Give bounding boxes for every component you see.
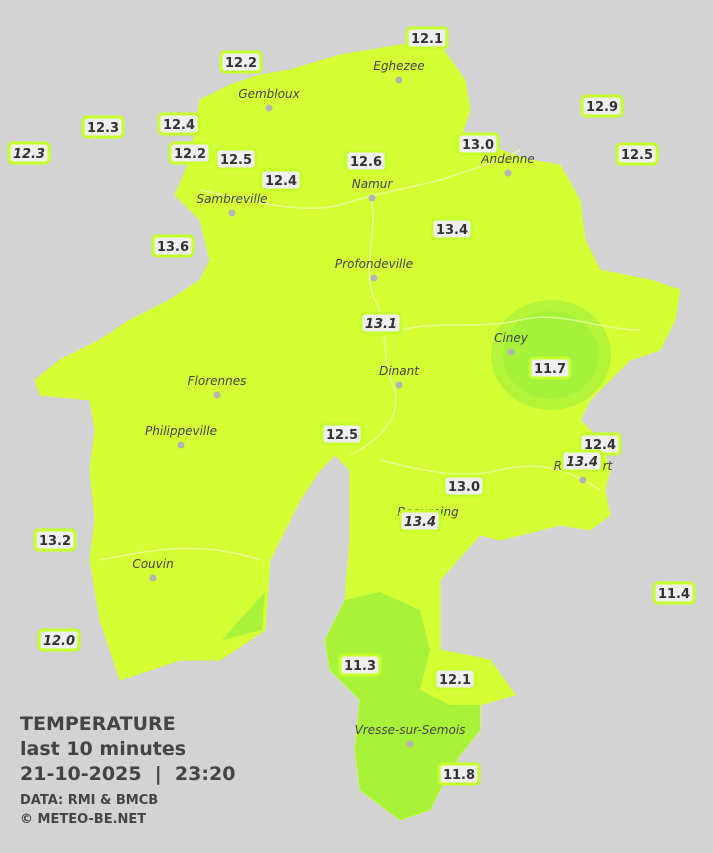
info-datetime: 21-10-2025 | 23:20 xyxy=(20,763,235,785)
station-box xyxy=(259,168,303,192)
station-temp: 11.4 xyxy=(658,587,690,602)
info-title: TEMPERATURE xyxy=(20,713,176,735)
station-temp: 12.1 xyxy=(411,32,443,47)
station-box xyxy=(398,509,442,533)
info-copyright: © METEO-BE.NET xyxy=(20,812,146,827)
city-name: Profondeville xyxy=(335,257,413,271)
city-dot xyxy=(213,391,221,399)
city-dot xyxy=(579,476,587,484)
station-temp: 13.6 xyxy=(157,240,189,255)
city-name: Eghezee xyxy=(373,59,424,73)
station-temp: 11.7 xyxy=(534,362,566,377)
station-temp: 12.5 xyxy=(220,153,252,168)
city-dot xyxy=(395,76,403,84)
city-dot xyxy=(149,574,157,582)
station-box xyxy=(214,147,258,171)
city-name: Dinant xyxy=(379,364,420,378)
station-box xyxy=(456,132,500,156)
city-dot xyxy=(368,194,376,202)
station-box xyxy=(359,311,403,335)
station-box xyxy=(652,581,696,605)
station-box xyxy=(344,149,388,173)
station-box xyxy=(219,50,263,74)
city-dot xyxy=(177,441,185,449)
station-temp: 12.3 xyxy=(13,147,45,162)
station-box xyxy=(560,449,604,473)
city-dot xyxy=(370,274,378,282)
station-temp: 12.4 xyxy=(265,174,297,189)
city-name: Namur xyxy=(352,177,394,191)
city-name: Ciney xyxy=(494,331,529,345)
station-box xyxy=(615,142,659,166)
station-temp: 13.0 xyxy=(448,480,480,495)
station-temp: 12.1 xyxy=(439,673,471,688)
city-dot xyxy=(504,169,512,177)
station-box xyxy=(338,653,382,677)
city-name: Philippeville xyxy=(145,424,217,438)
station-temp: 11.3 xyxy=(344,659,376,674)
station-box xyxy=(81,115,125,139)
station-temp: 13.4 xyxy=(436,223,468,238)
city-name: Vresse-sur-Semois xyxy=(355,723,466,737)
station-box xyxy=(430,217,474,241)
station-box xyxy=(442,474,486,498)
station-temp: 12.2 xyxy=(174,147,206,162)
city-dot xyxy=(406,740,414,748)
station-temp: 12.6 xyxy=(350,155,382,170)
city-name: Gembloux xyxy=(238,87,300,101)
station-temp: 12.3 xyxy=(87,121,119,136)
station-box xyxy=(157,112,201,136)
station-temp: 12.5 xyxy=(326,428,358,443)
station-box xyxy=(37,628,81,652)
station-temp: 13.4 xyxy=(404,515,436,530)
info-source: DATA: RMI & BMCB xyxy=(20,793,158,808)
city-dot xyxy=(228,209,236,217)
station-box xyxy=(320,422,364,446)
station-temp: 13.1 xyxy=(365,317,397,332)
city-name: Florennes xyxy=(188,374,247,388)
city-dot xyxy=(265,104,273,112)
station-temp: 12.4 xyxy=(584,438,616,453)
station-temp: 12.9 xyxy=(586,100,618,115)
station-temp: 12.2 xyxy=(225,56,257,71)
station-temp: 11.8 xyxy=(443,768,475,783)
info-period: last 10 minutes xyxy=(20,738,186,760)
station-temp: 13.4 xyxy=(566,455,598,470)
station-temp: 12.0 xyxy=(43,634,75,649)
city-dot xyxy=(507,348,515,356)
station-temp: 13.2 xyxy=(39,534,71,549)
warm-zone xyxy=(503,311,599,399)
station-box xyxy=(7,141,51,165)
station-box xyxy=(528,356,572,380)
station-box xyxy=(405,26,449,50)
city-dot xyxy=(395,381,403,389)
station-box xyxy=(433,667,477,691)
city-name: Sambreville xyxy=(196,192,267,206)
station-box xyxy=(151,234,195,258)
city-name: Couvin xyxy=(132,557,173,571)
station-temp: 12.4 xyxy=(163,118,195,133)
station-box xyxy=(168,141,212,165)
station-temp: 12.5 xyxy=(621,148,653,163)
station-temp: 13.0 xyxy=(462,138,494,153)
station-box xyxy=(437,762,481,786)
station-box xyxy=(33,528,77,552)
cool-zone xyxy=(222,592,265,640)
station-box xyxy=(580,94,624,118)
